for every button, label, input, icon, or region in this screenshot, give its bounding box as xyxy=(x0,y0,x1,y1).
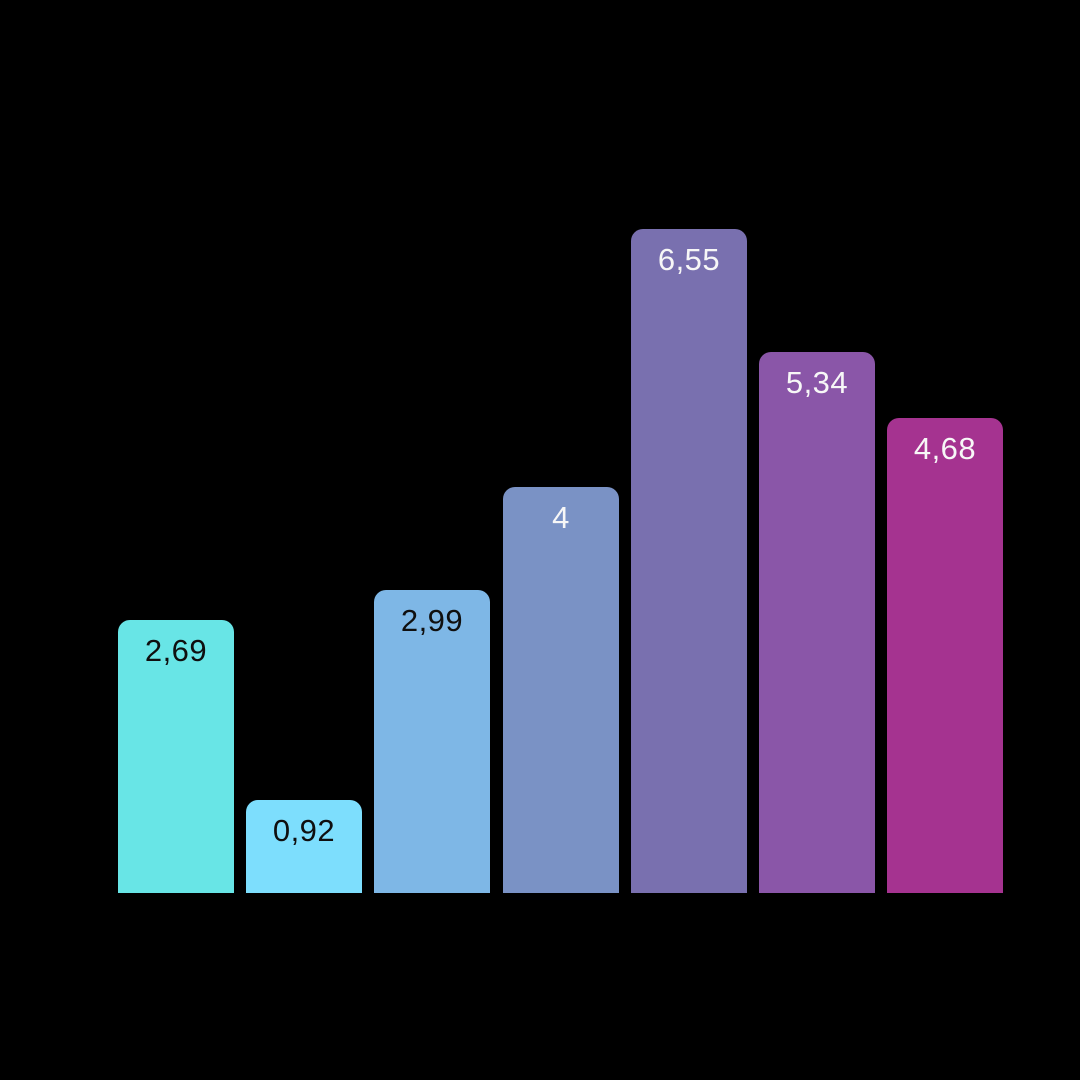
bar-value-label: 4 xyxy=(552,500,570,535)
bar-value-label: 4,68 xyxy=(913,431,977,466)
bar: 6,55 xyxy=(631,229,747,893)
bar: 4,68 xyxy=(887,418,1003,893)
bar: 5,34 xyxy=(759,352,875,893)
bar: 2,99 xyxy=(374,590,490,893)
bar-value-label: 2,69 xyxy=(144,633,208,668)
bar-value-label: 2,99 xyxy=(400,603,464,638)
bar-value-label: 5,34 xyxy=(785,365,849,400)
bar: 0,92 xyxy=(246,800,362,893)
bar-value-label: 6,55 xyxy=(657,242,721,277)
bar: 4 xyxy=(503,487,619,893)
bar-value-label: 0,92 xyxy=(272,813,336,848)
bar: 2,69 xyxy=(118,620,234,893)
